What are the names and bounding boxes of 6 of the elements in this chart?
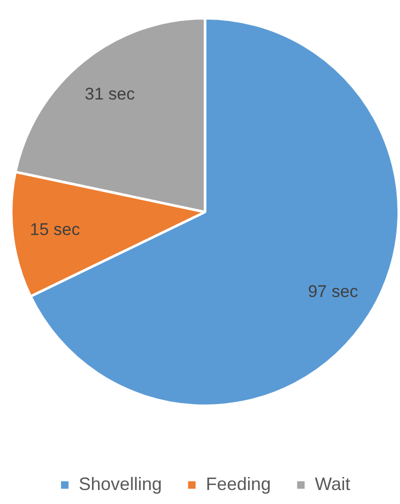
legend-label: Shovelling (78, 474, 162, 494)
legend-label: Feeding (206, 474, 271, 494)
data-label: 15 sec (30, 220, 81, 239)
legend-label: Wait (314, 474, 350, 494)
data-label: 31 sec (84, 84, 136, 104)
data-label: 97 sec (308, 282, 359, 301)
